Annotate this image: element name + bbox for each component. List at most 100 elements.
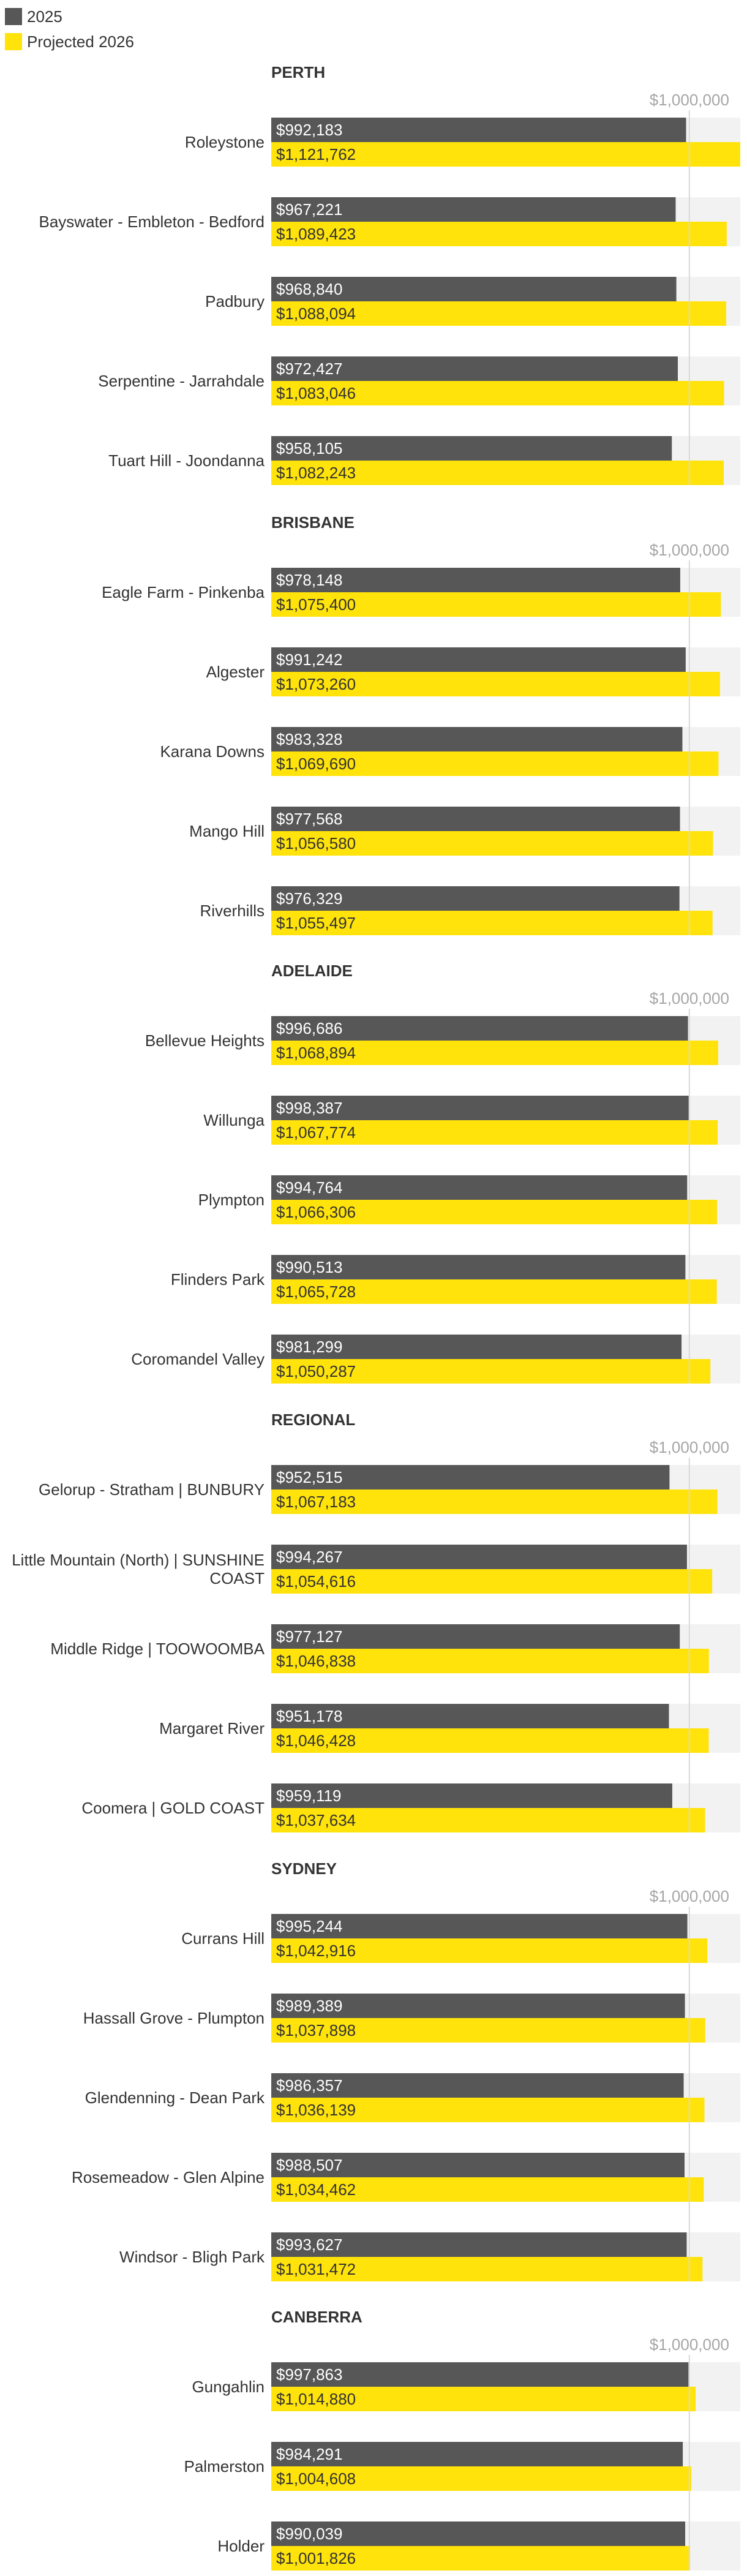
- bar-2026: [271, 1200, 718, 1224]
- bar-row: $994,764 $1,066,306 Plympton: [198, 1175, 740, 1224]
- category-label: Hassall Grove - Plumpton: [83, 2009, 265, 2027]
- value-label-2025: $990,039: [276, 2525, 342, 2543]
- category-label: Roleystone: [185, 133, 265, 151]
- value-label-2025: $978,148: [276, 571, 342, 589]
- bar-2026: [271, 461, 724, 485]
- bar-2025: [271, 807, 680, 831]
- category-label: Coromandel Valley: [131, 1350, 265, 1368]
- value-label-2025: $995,244: [276, 1917, 342, 1935]
- bar-row: $990,513 $1,065,728 Flinders Park: [171, 1255, 740, 1304]
- legend: 2025 Projected 2026: [5, 7, 134, 51]
- category-label: Holder: [217, 2537, 265, 2555]
- value-label-2025: $989,389: [276, 1997, 342, 2015]
- category-label: Palmerston: [184, 2457, 265, 2476]
- bar-2026: [271, 2387, 696, 2411]
- value-label-2026: $1,073,260: [276, 675, 356, 693]
- bar-2026: [271, 2177, 704, 2202]
- value-label-2026: $1,065,728: [276, 1282, 356, 1301]
- category-label: Gelorup - Stratham | BUNBURY: [39, 1480, 265, 1499]
- category-label: Karana Downs: [160, 742, 265, 761]
- category-label: Riverhills: [200, 902, 265, 920]
- category-label: Serpentine - Jarrahdale: [98, 372, 265, 390]
- legend-swatch-2026: [5, 33, 22, 50]
- bar-2026: [271, 1279, 717, 1304]
- value-label-2026: $1,037,634: [276, 1811, 356, 1829]
- region-header: SYDNEY: [271, 1859, 337, 1878]
- bar-2025: [271, 2073, 684, 2098]
- bar-2026: [271, 672, 720, 696]
- value-label-2026: $1,088,094: [276, 304, 356, 323]
- value-label-2026: $1,014,880: [276, 2390, 356, 2408]
- bar-row: $959,119 $1,037,634 Coomera | GOLD COAST: [81, 1783, 740, 1832]
- region-group-adelaide: ADELAIDE $1,000,000 $996,686 $1,068,894 Bell…: [131, 962, 740, 1384]
- value-label-2025: $967,221: [276, 200, 342, 219]
- bar-row: $951,178 $1,046,428 Margaret River: [159, 1704, 740, 1753]
- bar-row: $952,515 $1,067,183 Gelorup - Stratham | B…: [39, 1465, 740, 1514]
- bar-row: $977,568 $1,056,580 Mango Hill: [189, 807, 740, 856]
- region-group-perth: PERTH $1,000,000 $992,183 $1,121,762 Roleyst…: [39, 63, 740, 485]
- category-label: Rosemeadow - Glen Alpine: [72, 2168, 265, 2186]
- legend-swatch-2025: [5, 8, 22, 25]
- bar-row: $988,507 $1,034,462 Rosemeadow - Glen Alpi…: [72, 2153, 740, 2202]
- legend-label-2025: 2025: [27, 7, 62, 26]
- bar-row: $992,183 $1,121,762 Roleystone: [185, 118, 740, 167]
- bar-2026: [271, 1569, 713, 1594]
- category-label: Glendenning - Dean Park: [85, 2088, 265, 2107]
- bar-row: $972,427 $1,083,046 Serpentine - Jarrahdal…: [98, 356, 740, 405]
- bar-2026: [271, 1489, 718, 1514]
- region-group-brisbane: BRISBANE $1,000,000 $978,148 $1,075,400 Eagl…: [102, 513, 740, 935]
- value-label-2026: $1,083,046: [276, 384, 356, 402]
- bar-2025: [271, 727, 683, 751]
- bar-2026: [271, 301, 727, 326]
- bar-row: $984,291 $1,004,608 Palmerston: [184, 2442, 740, 2491]
- category-label: Bellevue Heights: [145, 1031, 265, 1050]
- region-header: ADELAIDE: [271, 962, 353, 980]
- value-label-2026: $1,068,894: [276, 1044, 356, 1062]
- value-label-2026: $1,050,287: [276, 1362, 356, 1380]
- value-label-2025: $991,242: [276, 650, 342, 669]
- value-label-2026: $1,042,916: [276, 1941, 356, 1960]
- bar-2025: [271, 2232, 687, 2257]
- category-label: Coomera | GOLD COAST: [81, 1799, 265, 1817]
- value-label-2025: $998,387: [276, 1099, 342, 1117]
- category-label: Currans Hill: [181, 1929, 265, 1948]
- bar-2025: [271, 277, 677, 301]
- bar-row: $976,329 $1,055,497 Riverhills: [200, 886, 740, 935]
- category-label: Plympton: [198, 1191, 265, 1209]
- value-label-2026: $1,075,400: [276, 595, 356, 614]
- reference-label: $1,000,000: [650, 1887, 729, 1905]
- bar-2025: [271, 118, 686, 142]
- bar-2026: [271, 1649, 709, 1673]
- bar-2025: [271, 2442, 683, 2466]
- bar-row: $978,148 $1,075,400 Eagle Farm - Pinkenba: [102, 568, 740, 617]
- value-label-2025: $992,183: [276, 121, 342, 139]
- category-label: Gungahlin: [192, 2378, 265, 2396]
- value-label-2026: $1,066,306: [276, 1203, 356, 1221]
- bar-row: $983,328 $1,069,690 Karana Downs: [160, 727, 740, 776]
- bar-2025: [271, 1704, 669, 1728]
- bar-2026: [271, 2018, 705, 2043]
- category-label: Algester: [206, 663, 265, 681]
- bar-row: $986,357 $1,036,139 Glendenning - Dean Par…: [85, 2073, 740, 2122]
- value-label-2025: $981,299: [276, 1338, 342, 1356]
- legend-label-2026: Projected 2026: [27, 32, 134, 51]
- bar-row: $968,840 $1,088,094 Padbury: [205, 277, 740, 326]
- value-label-2026: $1,067,183: [276, 1493, 356, 1511]
- bar-2025: [271, 1624, 680, 1649]
- bar-2026: [271, 751, 719, 776]
- category-label: Bayswater - Embleton - Bedford: [39, 213, 265, 231]
- value-label-2026: $1,001,826: [276, 2549, 356, 2567]
- value-label-2026: $1,034,462: [276, 2180, 356, 2199]
- category-label: Eagle Farm - Pinkenba: [102, 583, 265, 601]
- region-header: PERTH: [271, 63, 325, 81]
- bar-2026: [271, 381, 724, 405]
- bar-2025: [271, 197, 676, 222]
- value-label-2025: $988,507: [276, 2156, 342, 2174]
- bar-2026: [271, 2466, 692, 2491]
- value-label-2025: $997,863: [276, 2365, 342, 2384]
- bar-row: $997,863 $1,014,880 Gungahlin: [192, 2362, 740, 2411]
- value-label-2025: $951,178: [276, 1707, 342, 1725]
- bar-2026: [271, 831, 713, 856]
- value-label-2026: $1,036,139: [276, 2101, 356, 2119]
- value-label-2025: $958,105: [276, 439, 342, 458]
